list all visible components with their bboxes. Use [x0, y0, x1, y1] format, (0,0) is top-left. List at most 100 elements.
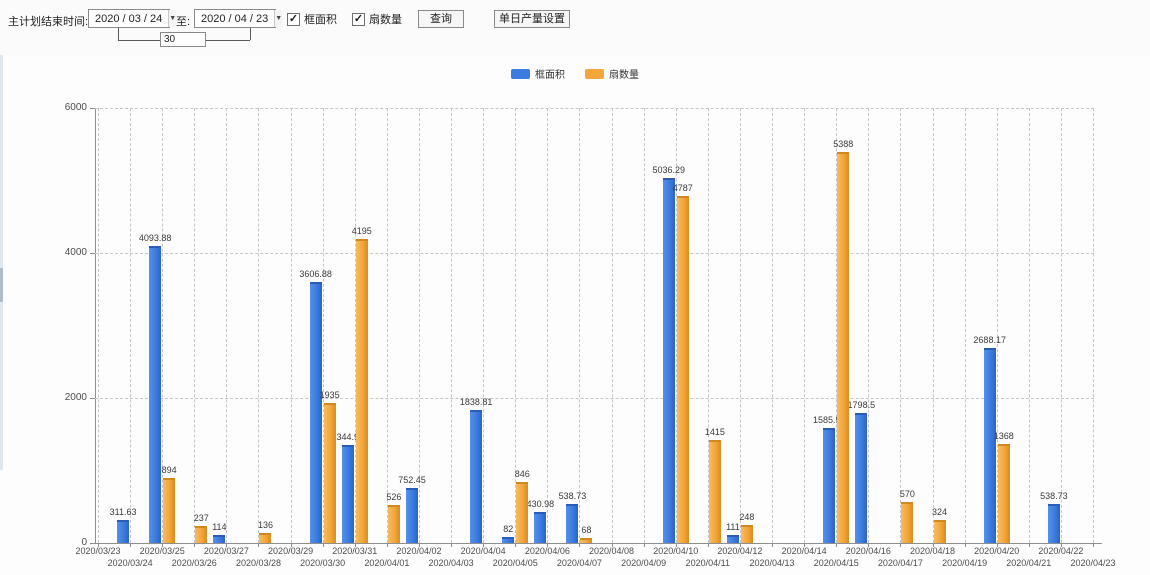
checkbox-checked-icon[interactable]: ✓ [352, 12, 365, 26]
v-gridline [322, 108, 324, 543]
bar-框面积-2020/04/22 [1047, 503, 1060, 543]
checkbox-fan-count[interactable]: ✓ 扇数量 [352, 11, 402, 27]
x-tick-label: 2020/04/14 [781, 546, 827, 556]
x-tick [226, 543, 228, 547]
x-tick-label: 2020/03/30 [300, 558, 346, 568]
legend-item-fan-count[interactable]: 扇数量 [585, 66, 639, 81]
bar-value-label: 111 [726, 521, 740, 532]
left-edge-strip-handle [0, 268, 3, 302]
v-gridline [194, 108, 196, 543]
v-gridline [579, 108, 581, 543]
checkbox-checked-icon[interactable]: ✓ [287, 12, 300, 26]
bar-value-label: 2688.17 [973, 335, 1006, 346]
bar-框面积-2020/03/25 [149, 246, 162, 543]
bar-value-label: 4093.88 [138, 233, 172, 244]
v-gridline [1060, 108, 1062, 543]
v-gridline [418, 108, 420, 543]
x-tick-label: 2020/04/11 [685, 558, 731, 568]
bar-value-label: 894 [161, 465, 177, 476]
bar-框面积-2020/04/02 [405, 488, 418, 543]
legend-item-frame-area[interactable]: 框面积 [511, 66, 565, 81]
v-gridline [290, 108, 292, 543]
bar-扇数量-2020/04/15 [837, 152, 850, 543]
x-tick-label: 2020/04/18 [909, 546, 956, 556]
x-tick [675, 543, 677, 547]
chevron-down-icon[interactable]: ▼ [168, 10, 177, 27]
x-tick [900, 543, 902, 547]
bar-value-label: 237 [193, 512, 209, 523]
x-tick [772, 543, 774, 547]
bar-框面积-2020/04/16 [855, 412, 868, 543]
v-gridline [258, 108, 260, 543]
plan-end-time-label: 主计划结束时间: [8, 16, 89, 28]
x-tick-label: 2020/04/23 [1070, 558, 1116, 568]
end-date-value: 2020 / 04 / 23 [201, 12, 269, 25]
x-tick [868, 543, 870, 547]
bar-value-label: 1838.81 [459, 396, 493, 407]
x-tick-label: 2020/03/31 [332, 546, 378, 556]
x-tick-label: 2020/04/12 [717, 546, 763, 556]
chevron-down-icon[interactable]: ▼ [274, 10, 283, 27]
v-gridline [739, 108, 741, 543]
y-tick-label: 2000 [64, 392, 87, 403]
x-tick-label: 2020/04/03 [428, 558, 474, 568]
v-gridline [804, 108, 806, 543]
x-tick [1093, 543, 1094, 547]
x-tick [483, 543, 485, 547]
start-date-picker[interactable]: 2020 / 03 / 24 ▼ [88, 9, 177, 28]
x-tick-label: 2020/03/28 [235, 558, 281, 568]
x-tick-label: 2020/04/08 [589, 546, 635, 556]
bar-框面积-2020/03/31 [341, 445, 354, 543]
legend-label: 扇数量 [609, 70, 639, 81]
v-gridline [675, 108, 677, 543]
h-gridline [95, 253, 1094, 254]
bar-value-label: 248 [739, 512, 755, 523]
v-gridline [354, 108, 356, 543]
bar-扇数量-2020/04/07 [580, 538, 593, 543]
x-tick [579, 543, 581, 547]
x-tick [1060, 543, 1062, 547]
x-tick [611, 543, 613, 547]
bar-value-label: 4787 [672, 182, 693, 193]
bar-框面积-2020/03/30 [309, 281, 322, 543]
bar-扇数量-2020/04/18 [933, 519, 946, 543]
checkbox-frame-area-label: 框面积 [304, 14, 337, 26]
x-tick [322, 543, 324, 547]
bar-框面积-2020/04/10 [662, 177, 675, 543]
bar-扇数量-2020/03/26 [195, 525, 208, 543]
v-gridline [996, 108, 998, 543]
bar-value-label: 136 [257, 520, 273, 531]
v-gridline [1093, 108, 1094, 543]
v-gridline [932, 108, 934, 543]
to-label: 至: [176, 16, 191, 28]
x-tick [739, 543, 741, 547]
x-tick-label: 2020/03/26 [171, 558, 217, 568]
x-tick [418, 543, 420, 547]
v-gridline [130, 108, 132, 543]
v-gridline [386, 108, 388, 543]
end-date-picker[interactable]: 2020 / 04 / 23 ▼ [194, 9, 283, 28]
h-gridline [95, 108, 1094, 109]
checkbox-fan-count-label: 扇数量 [369, 14, 402, 26]
checkbox-frame-area[interactable]: ✓ 框面积 [287, 11, 337, 27]
x-tick [354, 543, 356, 547]
x-tick-label: 2020/04/01 [364, 558, 410, 568]
v-gridline [451, 108, 453, 543]
x-tick-label: 2020/03/23 [75, 546, 121, 556]
query-button[interactable]: 查询 [418, 10, 464, 28]
x-tick-label: 2020/04/05 [492, 558, 538, 568]
x-tick-label: 2020/04/20 [974, 546, 1020, 556]
legend-swatch-orange [585, 68, 604, 79]
bar-value-label: 4195 [351, 225, 372, 236]
bracket-line [118, 40, 160, 41]
bar-value-label: 846 [514, 468, 530, 479]
x-tick-label: 2020/03/27 [203, 546, 249, 556]
legend-label: 框面积 [535, 70, 565, 81]
bar-框面积-2020/04/06 [534, 511, 547, 543]
y-tick [90, 543, 95, 544]
interval-days-input[interactable]: 30 [160, 32, 206, 47]
v-gridline [772, 108, 774, 543]
daily-output-settings-button[interactable]: 单日产量设置 [494, 10, 570, 28]
